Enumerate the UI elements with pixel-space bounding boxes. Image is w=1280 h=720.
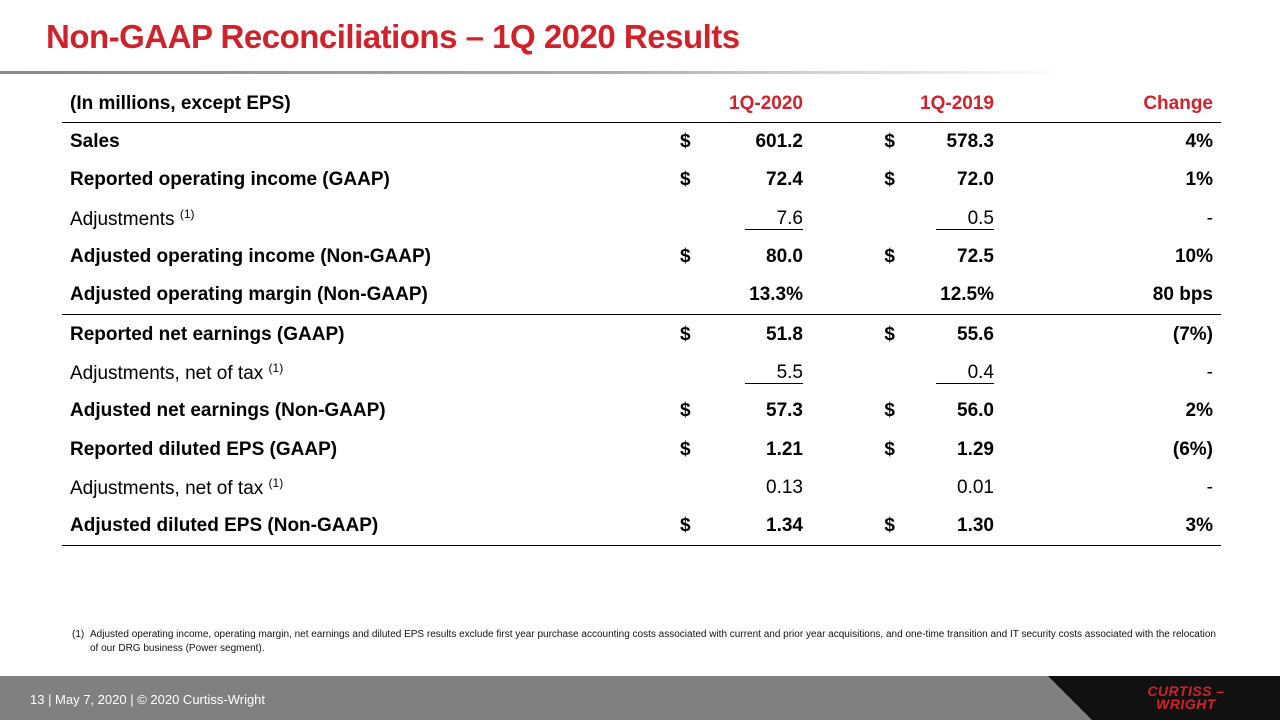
table-row: Adjustments, net of tax (1) 0.13 0.01 - <box>62 469 1221 507</box>
value-change: 3% <box>994 506 1221 547</box>
row-label: Reported diluted EPS (GAAP) <box>70 438 338 460</box>
value-change: 2% <box>1185 400 1213 422</box>
currency-symbol: $ <box>884 438 895 460</box>
row-label: Adjusted net earnings (Non-GAAP) <box>70 400 386 422</box>
currency-symbol: $ <box>680 169 691 191</box>
title-divider <box>0 71 1070 74</box>
currency-symbol: $ <box>680 131 691 153</box>
value-1q2020: 601.2 <box>755 131 803 153</box>
value-change: - <box>1206 207 1213 229</box>
value-change: 1% <box>1185 169 1213 191</box>
currency-symbol: $ <box>803 314 901 354</box>
value-1q2020: 51.8 <box>710 314 803 354</box>
value-change: 4% <box>1185 131 1213 153</box>
value-change: (6%) <box>1172 438 1213 460</box>
row-label: Reported net earnings (GAAP) <box>62 314 680 354</box>
reconciliation-table: (In millions, except EPS) 1Q-2020 1Q-201… <box>62 86 1221 547</box>
row-label: Sales <box>70 131 120 153</box>
footnote: (1) Adjusted operating income, operating… <box>72 628 1217 656</box>
value-1q2019: 0.5 <box>935 208 994 230</box>
row-label: Adjusted operating margin (Non-GAAP) <box>70 284 428 306</box>
value-1q2019: 72.5 <box>957 246 994 268</box>
table-row: Adjustments, net of tax (1) 5.5 0.4 - <box>62 354 1221 392</box>
table-row: Reported net earnings (GAAP) $ 51.8 $ 55… <box>62 314 1221 354</box>
table-row: Adjustments (1) 7.6 0.5 - <box>62 200 1221 238</box>
table-row: Adjusted operating income (Non-GAAP) $ 8… <box>62 238 1221 276</box>
value-1q2019: 1.29 <box>957 438 994 460</box>
value-1q2020: 13.3% <box>749 284 803 306</box>
value-1q2020: 80.0 <box>766 246 803 268</box>
currency-symbol: $ <box>803 506 901 547</box>
value-1q2019: 0.4 <box>935 362 994 384</box>
page-title: Non-GAAP Reconciliations – 1Q 2020 Resul… <box>46 18 740 55</box>
header-col-change: Change <box>994 86 1221 123</box>
table-row: Sales $ 601.2 $ 578.3 4% <box>62 123 1221 162</box>
row-label: Adjustments (1) <box>70 206 195 230</box>
value-1q2020: 0.13 <box>766 476 803 498</box>
value-1q2019: 55.6 <box>901 314 994 354</box>
row-label: Reported operating income (GAAP) <box>70 169 390 191</box>
currency-symbol: $ <box>680 246 691 268</box>
value-change: 80 bps <box>1152 284 1213 306</box>
value-1q2020: 57.3 <box>766 400 803 422</box>
value-1q2020: 1.21 <box>766 438 803 460</box>
logo-band <box>1048 676 1280 720</box>
header-col-1q2020: 1Q-2020 <box>710 86 803 123</box>
value-change: - <box>1206 361 1213 383</box>
row-label: Adjustments, net of tax (1) <box>70 360 284 384</box>
value-1q2019: 72.0 <box>957 169 994 191</box>
company-logo: CURTISS – WRIGHT <box>1147 683 1225 712</box>
value-1q2020: 72.4 <box>766 169 803 191</box>
value-1q2020: 5.5 <box>744 362 803 384</box>
row-label: Adjusted operating income (Non-GAAP) <box>70 246 431 268</box>
table-row: Adjusted net earnings (Non-GAAP) $ 57.3 … <box>62 392 1221 430</box>
table-row: Reported operating income (GAAP) $ 72.4 … <box>62 161 1221 199</box>
currency-symbol: $ <box>680 400 691 422</box>
row-label: Adjustments, net of tax (1) <box>70 475 284 499</box>
currency-symbol: $ <box>884 246 895 268</box>
footnote-ref: (1) <box>268 360 284 375</box>
value-1q2019: 1.30 <box>901 506 994 547</box>
value-1q2020: 1.34 <box>710 506 803 547</box>
footnote-ref: (1) <box>268 475 284 490</box>
table-row: Reported diluted EPS (GAAP) $ 1.21 $ 1.2… <box>62 430 1221 468</box>
value-1q2019: 12.5% <box>940 284 994 306</box>
table-header-row: (In millions, except EPS) 1Q-2020 1Q-201… <box>62 86 1221 123</box>
currency-symbol: $ <box>680 314 710 354</box>
value-change: 10% <box>1174 246 1213 268</box>
table-row: Adjusted diluted EPS (Non-GAAP) $ 1.34 $… <box>62 506 1221 547</box>
value-1q2019: 0.01 <box>957 476 994 498</box>
table-row: Adjusted operating margin (Non-GAAP) 13.… <box>62 276 1221 315</box>
currency-symbol: $ <box>884 169 895 191</box>
value-change: - <box>1206 476 1213 498</box>
value-1q2019: 56.0 <box>957 400 994 422</box>
currency-symbol: $ <box>884 400 895 422</box>
currency-symbol: $ <box>680 438 691 460</box>
footer-text: 13 | May 7, 2020 | © 2020 Curtiss-Wright <box>30 692 266 707</box>
footnote-marker: (1) <box>72 629 85 640</box>
header-label: (In millions, except EPS) <box>62 86 680 123</box>
footnote-ref: (1) <box>179 206 195 221</box>
currency-symbol: $ <box>884 131 895 153</box>
value-1q2020: 7.6 <box>744 208 803 230</box>
footnote-text: Adjusted operating income, operating mar… <box>90 629 1216 654</box>
header-col-1q2019: 1Q-2019 <box>901 86 994 123</box>
row-label: Adjusted diluted EPS (Non-GAAP) <box>62 506 680 547</box>
value-1q2019: 578.3 <box>946 131 994 153</box>
currency-symbol: $ <box>680 506 710 547</box>
value-change: (7%) <box>994 314 1221 354</box>
